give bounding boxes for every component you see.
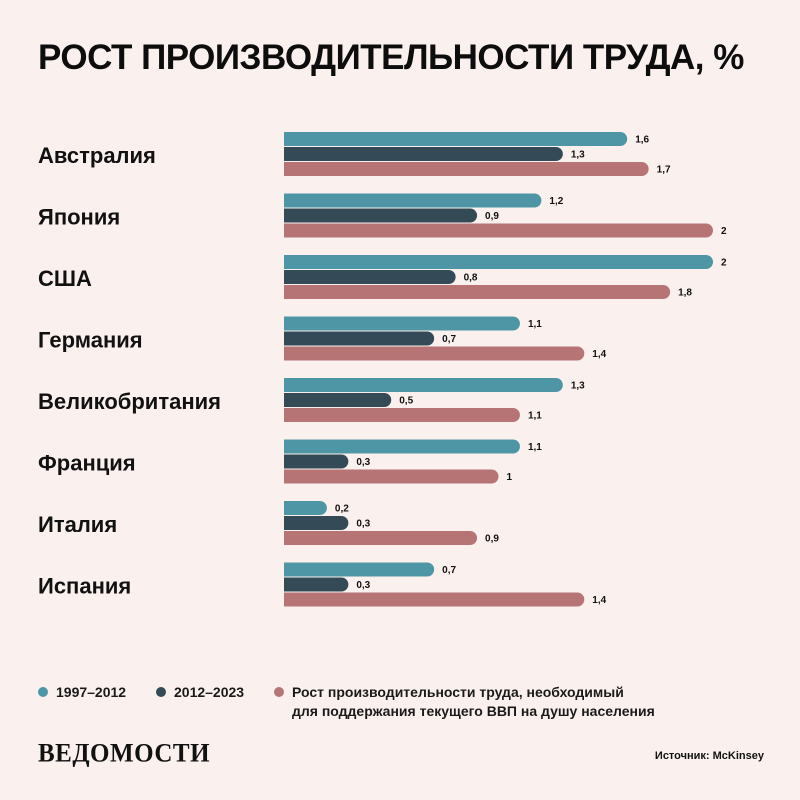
bar-series-2	[284, 331, 435, 346]
category-label: Франция	[38, 451, 136, 476]
bar-series-3	[284, 285, 671, 299]
legend-dot-1997-2012	[38, 687, 48, 697]
vedomosti-logo: ВЕДОМОСТИ	[38, 739, 211, 768]
bar-series-3	[284, 531, 478, 545]
bar-series-3	[284, 223, 713, 238]
bar-series-2	[284, 454, 349, 469]
bar-series-3	[284, 346, 585, 361]
data-label: 1,1	[528, 411, 542, 422]
bar-group-сша: США 2 0,8 1,8	[38, 255, 727, 299]
data-label: 0,3	[356, 580, 370, 591]
bar-group-франция: Франция 1,1 0,3 1	[38, 439, 542, 484]
bar-series-1	[284, 255, 713, 269]
bar-group-германия: Германия 1,1 0,7 1,4	[38, 316, 607, 361]
bar-series-2	[284, 208, 478, 223]
bar-series-3	[284, 469, 499, 484]
data-label: 1,1	[528, 442, 542, 453]
chart-title: РОСТ ПРОИЗВОДИТЕЛЬНОСТИ ТРУДА, %	[38, 38, 744, 77]
data-label: 1,3	[571, 150, 585, 161]
bar-group-австралия: Австралия 1,6 1,3 1,7	[38, 132, 671, 176]
legend-item-2012-2023: 2012–2023	[156, 683, 244, 702]
data-label: 1	[507, 472, 513, 483]
legend-item-1997-2012: 1997–2012	[38, 683, 126, 702]
data-label: 0,2	[335, 504, 349, 515]
data-label: 0,7	[442, 565, 456, 576]
bar-group-испания: Испания 0,7 0,3 1,4	[38, 562, 607, 607]
data-label: 1,7	[657, 165, 671, 176]
category-label: Великобритания	[38, 389, 221, 414]
bar-series-1	[284, 378, 563, 392]
data-label: 0,7	[442, 334, 456, 345]
category-label: Япония	[38, 205, 120, 230]
data-label: 1,1	[528, 319, 542, 330]
data-label: 2	[721, 226, 727, 237]
category-label: Италия	[38, 512, 117, 537]
data-label: 1,8	[678, 288, 692, 299]
bar-series-1	[284, 562, 435, 577]
category-label: США	[38, 266, 92, 291]
data-label: 2	[721, 258, 727, 269]
bar-group-италия: Италия 0,2 0,3 0,9	[38, 501, 499, 545]
bar-series-3	[284, 408, 520, 422]
data-label: 0,9	[485, 534, 499, 545]
category-label: Испания	[38, 574, 131, 599]
bar-series-1	[284, 132, 628, 146]
data-label: 0,3	[356, 519, 370, 530]
bar-group-великобритания: Великобритания 1,3 0,5 1,1	[38, 378, 585, 422]
bar-series-3	[284, 592, 585, 607]
legend-label-required-growth: Рост производительности труда, необходим…	[292, 684, 655, 719]
bar-series-2	[284, 147, 563, 161]
bar-series-2	[284, 270, 456, 284]
legend-item-required-growth: Рост производительности труда, необходим…	[274, 683, 655, 721]
data-label: 1,2	[549, 196, 563, 207]
legend-label-2012-2023: 2012–2023	[174, 684, 245, 700]
data-label: 0,3	[356, 457, 370, 468]
category-label: Германия	[38, 328, 143, 353]
bar-series-3	[284, 162, 649, 176]
bar-series-1	[284, 316, 520, 331]
data-label: 1,4	[592, 595, 606, 606]
data-label: 1,6	[635, 135, 649, 146]
bar-series-2	[284, 393, 392, 407]
legend-dot-2012-2023	[156, 687, 166, 697]
legend-dot-required-growth	[274, 687, 284, 697]
category-label: Австралия	[38, 143, 156, 168]
bar-group-япония: Япония 1,2 0,9 2	[38, 193, 727, 238]
bar-series-2	[284, 577, 349, 592]
data-label: 0,8	[464, 273, 478, 284]
bar-series-1	[284, 439, 520, 454]
data-label: 0,9	[485, 211, 499, 222]
data-label: 0,5	[399, 396, 413, 407]
bar-series-1	[284, 193, 542, 208]
source-note: Источник: McKinsey	[654, 750, 764, 762]
data-label: 1,3	[571, 381, 585, 392]
bar-series-2	[284, 516, 349, 530]
data-label: 1,4	[592, 349, 606, 360]
bar-series-1	[284, 501, 327, 515]
legend-label-1997-2012: 1997–2012	[56, 684, 127, 700]
